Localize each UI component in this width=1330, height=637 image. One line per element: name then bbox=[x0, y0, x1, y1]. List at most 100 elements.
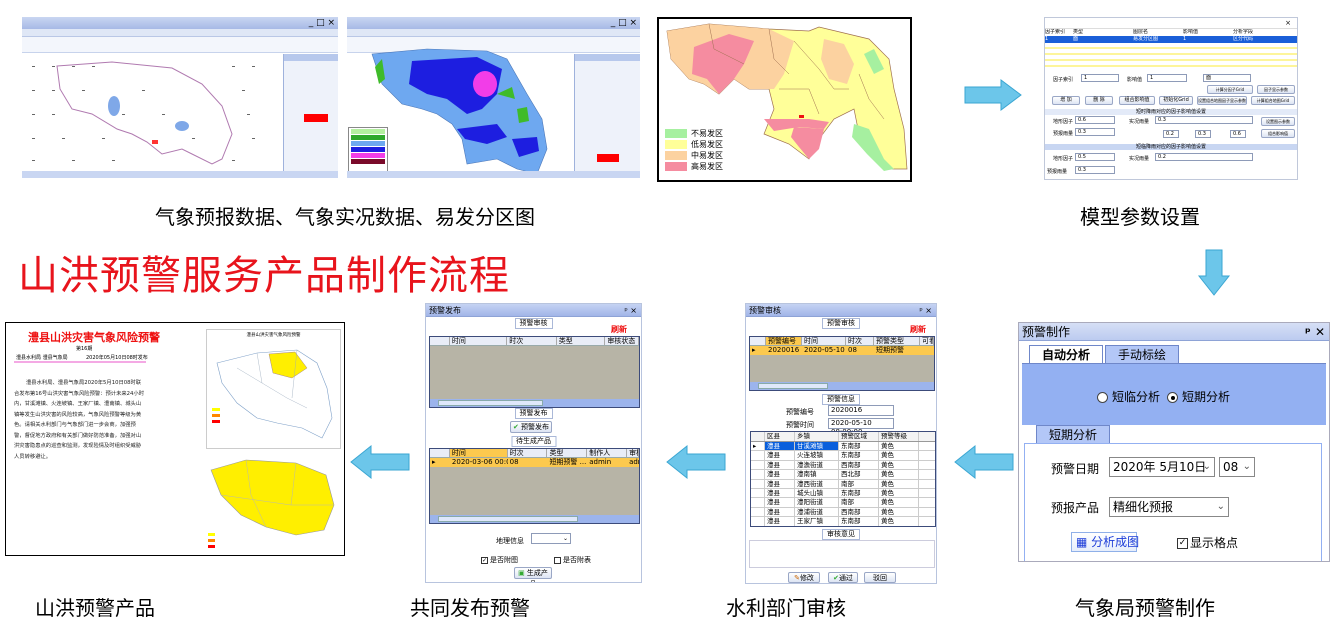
observed-rain-input[interactable]: 0.3 bbox=[1155, 116, 1253, 124]
long-section-header: 短临降雨对应的因子影响值设置 bbox=[1045, 144, 1297, 150]
region-select[interactable]: 西南部 bbox=[839, 507, 879, 517]
level-select[interactable]: 黄色 bbox=[879, 488, 919, 498]
cell: 1 bbox=[1045, 36, 1049, 42]
combine-impact-button-2[interactable]: 组合影响值 bbox=[1261, 129, 1295, 138]
cell: 澧县 bbox=[765, 451, 795, 460]
warning-date-picker[interactable]: 2020年 5月10日 ⌄ bbox=[1109, 457, 1215, 477]
tab-short-term-analysis[interactable]: 短期分析 bbox=[1036, 425, 1111, 443]
caption-warn-make: 气象局预警制作 bbox=[1075, 596, 1215, 620]
refresh-button[interactable]: 刷新 bbox=[611, 325, 627, 334]
tab-auto-analysis[interactable]: 自动分析 bbox=[1029, 345, 1104, 363]
radio-short-term-nowcast[interactable]: 短临分析 bbox=[1097, 388, 1160, 405]
table-row[interactable]: 澧县 城头山镇 东南部 黄色 bbox=[751, 488, 935, 499]
level-select[interactable]: 黄色 bbox=[879, 498, 919, 507]
pin-close-icons[interactable]: ᵖ × bbox=[624, 306, 637, 315]
level-select[interactable]: 黄色 bbox=[879, 451, 919, 460]
reject-button[interactable]: 驳回 bbox=[864, 572, 896, 583]
legend-item: 中易发区 bbox=[665, 150, 743, 160]
forecast-rain-input[interactable]: 0.3 bbox=[1075, 166, 1115, 174]
region-select[interactable]: 东南部 bbox=[839, 442, 879, 451]
tab-manual-plot[interactable]: 手动标绘 bbox=[1105, 345, 1180, 363]
menu-bar bbox=[22, 29, 338, 37]
level-select[interactable]: 黄色 bbox=[879, 460, 919, 470]
add-button[interactable]: 增 加 bbox=[1052, 96, 1080, 105]
compute-grid-button[interactable]: 计算组合地图Grid bbox=[1251, 96, 1295, 105]
combine-impact-button[interactable]: 组合影响值 bbox=[1119, 96, 1155, 105]
region-select[interactable]: 南部 bbox=[839, 479, 879, 488]
show-grid-checkbox[interactable]: ✓ 显示格点 bbox=[1177, 534, 1238, 551]
table-row[interactable]: 澧县 火连坡镇 东南部 黄色 bbox=[751, 451, 935, 461]
init-grid-button[interactable]: 初始化Grid bbox=[1159, 96, 1193, 105]
region-select[interactable]: 东南部 bbox=[839, 451, 879, 460]
modify-button[interactable]: ✎修改 bbox=[788, 572, 820, 583]
region-select[interactable]: 南部 bbox=[839, 498, 879, 507]
factor-index-input[interactable]: 1 bbox=[1081, 74, 1119, 82]
table-row[interactable]: 澧县 澧西街道 南部 黄色 bbox=[751, 479, 935, 489]
range-input[interactable]: 0.2 bbox=[1163, 130, 1179, 138]
horizontal-scrollbar[interactable] bbox=[750, 382, 934, 390]
factor-display-button[interactable]: 因子显示参数 bbox=[1257, 85, 1295, 94]
cell: 澧县 bbox=[765, 507, 795, 517]
side-panel bbox=[283, 54, 338, 171]
cell: 澧县 bbox=[765, 479, 795, 488]
level-select[interactable]: 黄色 bbox=[879, 442, 919, 451]
terrain-factor-input[interactable]: 0.6 bbox=[1075, 116, 1115, 124]
warning-time-field[interactable]: 2020-05-10 08:00:00 bbox=[828, 418, 894, 436]
level-select[interactable]: 黄色 bbox=[879, 479, 919, 488]
tab-strip: 自动分析 手动标绘 bbox=[1029, 345, 1181, 363]
arrow-right-icon bbox=[964, 79, 1022, 111]
table-row[interactable]: ▸ 2020016 2020-05-10 08 短期预警 bbox=[750, 346, 934, 355]
delete-button[interactable]: 删 除 bbox=[1085, 96, 1113, 105]
region-select[interactable]: 东南部 bbox=[839, 517, 879, 526]
close-icon[interactable]: × bbox=[1285, 19, 1291, 27]
level-select[interactable]: 黄色 bbox=[879, 470, 919, 479]
table-row[interactable]: ▸ 澧县 甘溪滩镇 东南部 黄色 bbox=[751, 442, 935, 452]
level-select[interactable]: 黄色 bbox=[879, 507, 919, 517]
cell: 2020-03-06 00:00... bbox=[451, 458, 508, 466]
terrain-factor-input[interactable]: 0.5 bbox=[1075, 153, 1115, 161]
hour-select[interactable]: 08 ⌄ bbox=[1219, 457, 1255, 477]
param-table-row-selected[interactable]: 1 面 易发分区图 1 区分代码 bbox=[1045, 36, 1297, 43]
set-display-params-button[interactable]: 设置组合地图因子显示参数 bbox=[1197, 96, 1247, 105]
caption-model: 模型参数设置 bbox=[1080, 205, 1200, 229]
date-value: 2020年 5月10日 bbox=[1113, 460, 1207, 474]
forecast-rain-input[interactable]: 0.3 bbox=[1075, 128, 1115, 136]
table-row[interactable]: 澧县 澧阳街道 南部 黄色 bbox=[751, 498, 935, 508]
attach-table-checkbox[interactable]: 是否附表 bbox=[554, 555, 591, 565]
type-select[interactable]: 面 bbox=[1203, 74, 1251, 82]
table-row[interactable]: 澧县 澧南镇 西北部 黄色 bbox=[751, 470, 935, 480]
region-select[interactable]: 东南部 bbox=[839, 488, 879, 498]
pin-close-icons[interactable]: ᵖ ✕ bbox=[1305, 325, 1325, 339]
observed-rain-input[interactable]: 0.2 bbox=[1155, 153, 1253, 161]
audit-opinion-textarea[interactable] bbox=[749, 540, 935, 568]
level-select[interactable]: 黄色 bbox=[879, 517, 919, 526]
approve-button[interactable]: ✔通过 bbox=[828, 572, 858, 583]
table-row[interactable]: 澧县 王家厂镇 东南部 黄色 bbox=[751, 517, 935, 526]
range-input[interactable]: 0.3 bbox=[1195, 130, 1211, 138]
column-header: 类型 bbox=[547, 449, 588, 457]
publish-warning-button[interactable]: ✔ 预警发布 bbox=[510, 421, 552, 433]
geo-info-select[interactable]: ⌄ bbox=[531, 533, 571, 544]
status-bar bbox=[22, 171, 338, 178]
horizontal-scrollbar[interactable] bbox=[430, 399, 639, 407]
warning-id-field[interactable]: 2020016 bbox=[828, 405, 894, 416]
attach-map-checkbox[interactable]: ✓ 是否附图 bbox=[481, 556, 518, 564]
set-legend-params-button[interactable]: 设置图示参数 bbox=[1261, 117, 1295, 126]
chevron-down-icon: ⌄ bbox=[1242, 461, 1251, 472]
grid-point-map bbox=[32, 61, 255, 165]
refresh-button[interactable]: 刷新 bbox=[910, 325, 926, 334]
region-select[interactable]: 西北部 bbox=[839, 470, 879, 479]
table-row[interactable]: 澧县 澧浦街道 西南部 黄色 bbox=[751, 507, 935, 518]
analyze-map-button[interactable]: ▦ 分析成图 bbox=[1071, 532, 1139, 552]
generate-product-button[interactable]: ▣ 生成产品 bbox=[514, 567, 552, 582]
horizontal-scrollbar[interactable] bbox=[430, 515, 639, 523]
table-row[interactable]: 澧县 澧澹街道 西南部 黄色 bbox=[751, 460, 935, 471]
radio-short-term[interactable]: 短期分析 bbox=[1167, 388, 1230, 405]
impact-input[interactable]: 1 bbox=[1147, 74, 1187, 82]
region-select[interactable]: 西南部 bbox=[839, 460, 879, 470]
compute-factor-grid-button[interactable]: 计算分因子Grid bbox=[1207, 85, 1253, 94]
range-input[interactable]: 0.6 bbox=[1230, 130, 1246, 138]
forecast-product-select[interactable]: 精细化预报 ⌄ bbox=[1109, 497, 1229, 517]
pin-close-icons[interactable]: ᵖ × bbox=[919, 306, 932, 315]
